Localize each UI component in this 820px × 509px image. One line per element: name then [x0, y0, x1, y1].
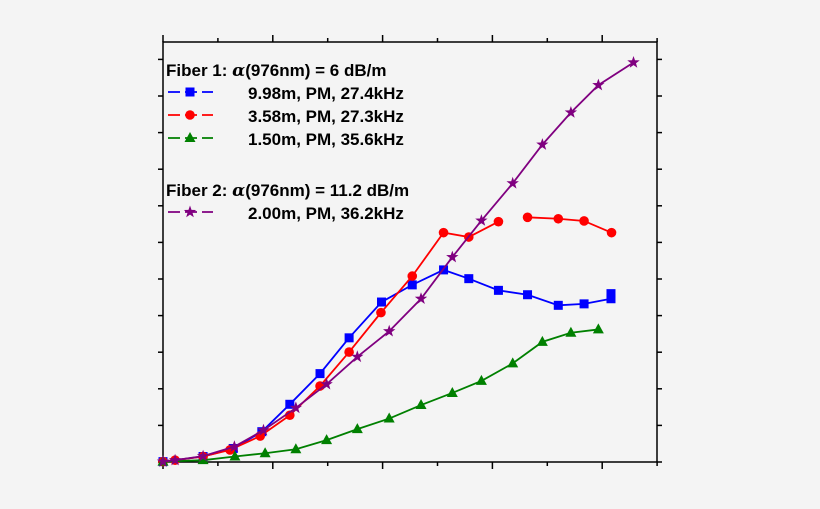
data-point — [446, 386, 458, 397]
series-1 — [158, 265, 616, 467]
legend-heading-fiber-2: Fiber 2: α(976nm) = 11.2 dB/m — [166, 181, 409, 201]
data-point — [438, 227, 449, 238]
data-point — [376, 307, 386, 318]
data-point — [553, 300, 563, 310]
data-point — [507, 357, 519, 368]
data-point — [344, 347, 354, 357]
data-point — [285, 399, 295, 409]
data-point — [536, 138, 549, 150]
data-point — [553, 213, 564, 224]
data-point — [351, 350, 364, 363]
legend-label-series-2: 3.58m, PM, 27.3kHz — [248, 107, 404, 126]
data-point — [592, 78, 605, 91]
data-point — [320, 377, 333, 390]
data-point — [592, 323, 604, 334]
data-point — [606, 227, 617, 238]
data-point — [344, 333, 354, 343]
axes — [158, 35, 662, 469]
data-point — [168, 453, 182, 466]
plot-frame — [162, 41, 658, 463]
legend-heading-fiber-1: Fiber 1: α(976nm) = 6 dB/m — [166, 61, 386, 81]
data-point — [565, 326, 577, 337]
data-point — [464, 274, 474, 284]
data-point — [196, 449, 210, 462]
data-point — [290, 443, 302, 454]
data-point — [315, 369, 325, 379]
data-point — [407, 271, 418, 281]
series-line — [162, 328, 599, 463]
data-point — [579, 216, 589, 226]
data-point — [377, 297, 387, 307]
data-point — [257, 423, 270, 436]
data-point — [493, 216, 504, 227]
data-point — [579, 299, 589, 309]
series-3 — [157, 323, 604, 466]
series-line — [162, 220, 499, 463]
legend-marker — [185, 87, 195, 97]
series-line — [162, 268, 612, 463]
legend-label-series-1: 9.98m, PM, 27.4kHz — [248, 84, 404, 103]
data-point — [606, 294, 616, 304]
data-point — [475, 214, 488, 226]
data-point — [197, 454, 209, 465]
data-point — [383, 324, 396, 337]
legend-marker — [183, 205, 197, 218]
data-point — [156, 455, 170, 467]
legend-label-series-3: 1.50m, PM, 35.6kHz — [248, 130, 404, 149]
series-line — [527, 216, 612, 234]
data-point — [606, 289, 616, 299]
legend-label-series-4: 2.00m, PM, 36.2kHz — [248, 204, 404, 223]
legend: Fiber 1: α(976nm) = 6 dB/m 9.98m, PM, 27… — [166, 61, 409, 223]
data-point — [446, 250, 459, 263]
data-point — [415, 399, 427, 410]
data-point — [407, 280, 417, 290]
data-point — [475, 374, 487, 385]
data-point — [523, 290, 533, 300]
data-point — [522, 212, 533, 223]
data-point — [321, 434, 333, 445]
legend-marker — [185, 110, 195, 120]
data-point — [627, 56, 640, 68]
series-4 — [156, 56, 640, 467]
data-point — [351, 423, 363, 434]
data-point — [229, 450, 241, 461]
data-point — [506, 176, 519, 189]
data-point — [259, 447, 271, 458]
data-point — [493, 285, 503, 295]
legend-marker — [184, 132, 196, 142]
plot-area — [156, 56, 640, 467]
data-point — [536, 335, 548, 346]
data-point — [414, 292, 428, 304]
data-point — [228, 440, 241, 452]
data-point — [289, 401, 302, 414]
data-point — [564, 106, 578, 118]
data-point — [383, 412, 395, 423]
